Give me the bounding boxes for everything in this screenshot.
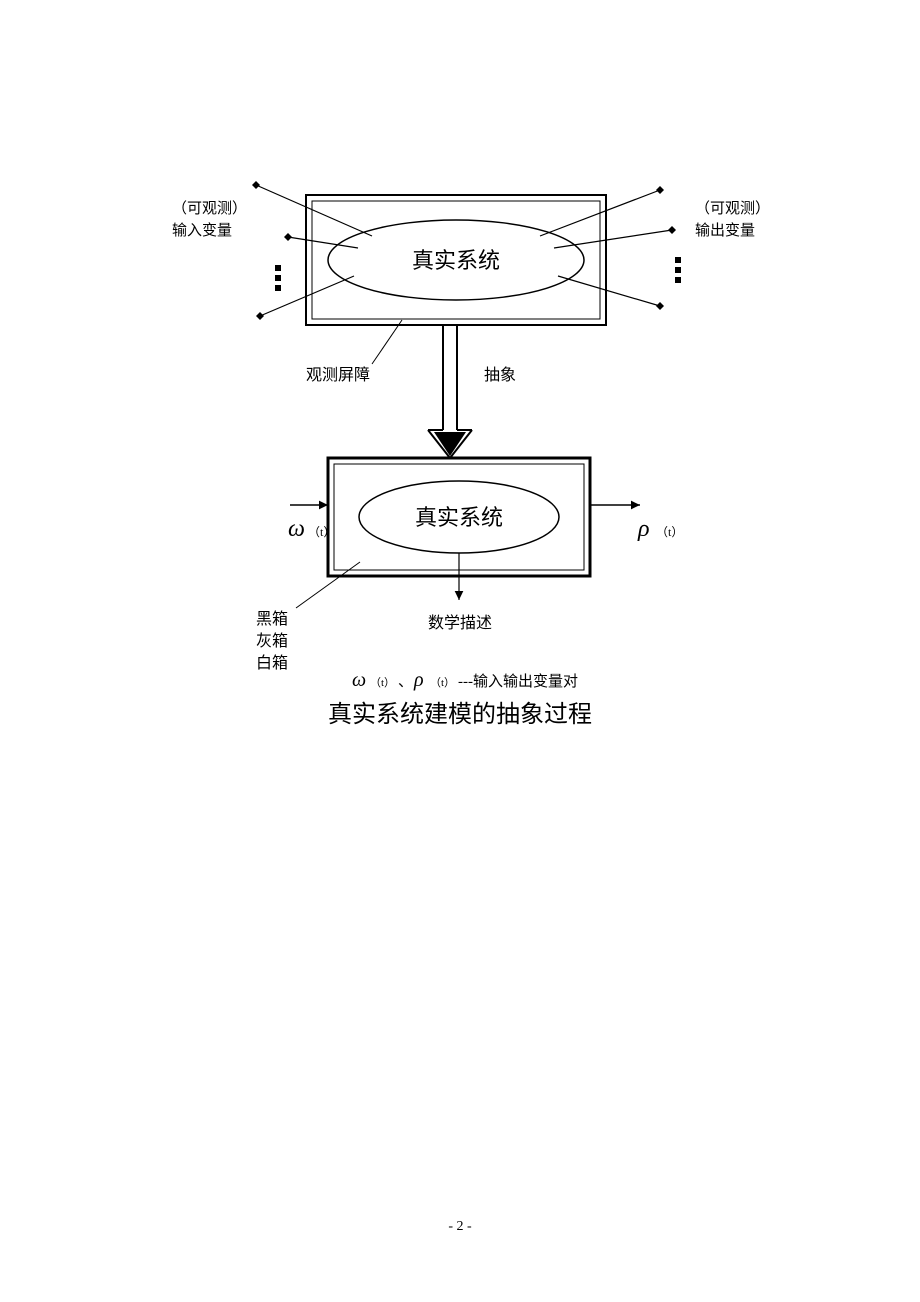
io-tail: ---输入输出变量对 (458, 673, 578, 690)
endpoint-diamond (668, 226, 676, 234)
left-dots (275, 285, 281, 291)
right-label-2: 输出变量 (695, 222, 755, 239)
endpoint-diamond (256, 312, 264, 320)
diagram-title: 真实系统建模的抽象过程 (328, 701, 592, 728)
right-label-1: （可观测） (695, 200, 770, 217)
diagram-canvas: 真实系统（可观测）输入变量（可观测）输出变量观测屏障抽象真实系统ω（t）ρ（t）… (0, 0, 920, 1302)
input-line (256, 185, 372, 236)
right-dots (675, 277, 681, 283)
endpoint-diamond (656, 186, 664, 194)
right-dots (675, 257, 681, 263)
output-line (554, 230, 672, 248)
rho-subscript: （t） (656, 525, 683, 539)
output-line (558, 276, 660, 306)
left-label-1: （可观测） (172, 200, 247, 217)
left-label-2: 输入变量 (172, 222, 232, 239)
bottom-box-label: 真实系统 (415, 505, 503, 530)
io-sep: 、 (398, 674, 413, 690)
rho-symbol: ρ (637, 516, 650, 542)
box-type-black: 黑箱 (256, 610, 288, 628)
io-rho: ρ (413, 669, 424, 691)
left-dots (275, 265, 281, 271)
io-omega: ω (352, 669, 366, 691)
left-dots (275, 275, 281, 281)
box-type-grey: 灰箱 (256, 632, 288, 650)
endpoint-diamond (656, 302, 664, 310)
page-number: - 2 - (448, 1219, 472, 1234)
omega-symbol: ω (288, 516, 305, 542)
abstract-label: 抽象 (484, 366, 516, 384)
math-desc-label: 数学描述 (428, 614, 492, 632)
endpoint-diamond (284, 233, 292, 241)
barrier-pointer (372, 320, 402, 364)
top-box-label: 真实系统 (412, 248, 500, 273)
io-rho-sub: （t） (430, 676, 455, 689)
endpoint-diamond (252, 181, 260, 189)
io-omega-sub: （t） (370, 676, 395, 689)
box-type-white: 白箱 (256, 654, 288, 672)
barrier-label: 观测屏障 (306, 366, 370, 384)
omega-subscript: （t） (308, 525, 335, 539)
right-dots (675, 267, 681, 273)
